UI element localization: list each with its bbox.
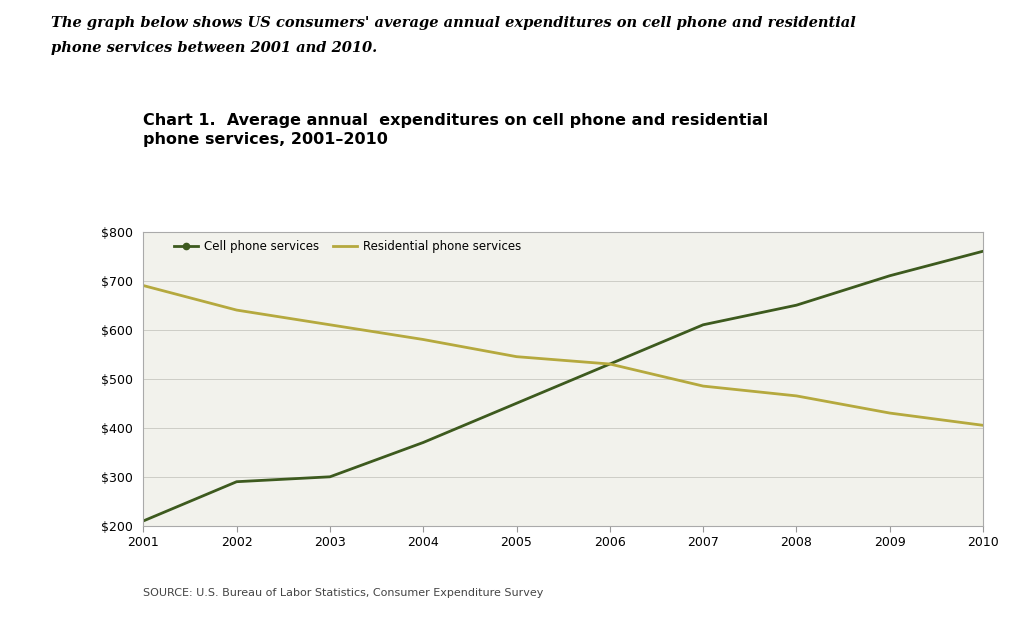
Text: The graph below shows US consumers' average annual expenditures on cell phone an: The graph below shows US consumers' aver… [51, 16, 856, 29]
Text: phone services between 2001 and 2010.: phone services between 2001 and 2010. [51, 41, 378, 54]
Legend: Cell phone services, Residential phone services: Cell phone services, Residential phone s… [174, 240, 521, 254]
Text: Chart 1.  Average annual  expenditures on cell phone and residential
phone servi: Chart 1. Average annual expenditures on … [143, 113, 769, 148]
Text: SOURCE: U.S. Bureau of Labor Statistics, Consumer Expenditure Survey: SOURCE: U.S. Bureau of Labor Statistics,… [143, 588, 544, 598]
